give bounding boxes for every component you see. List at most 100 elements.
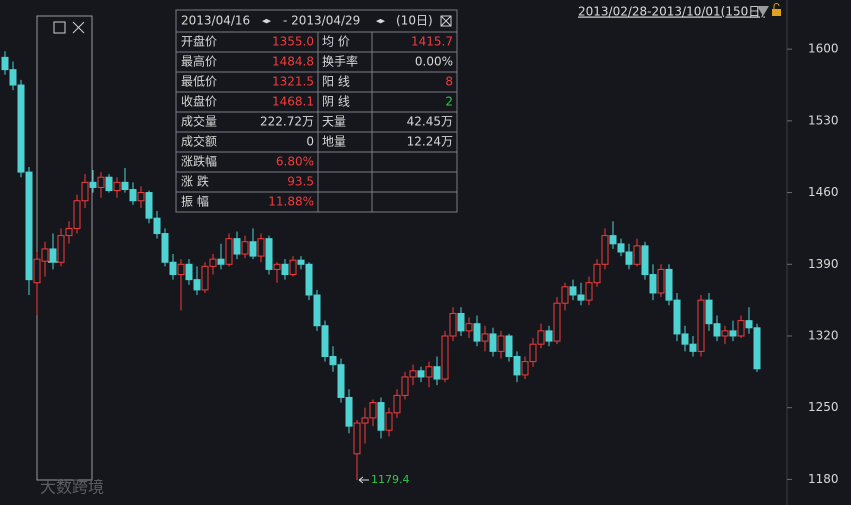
panel-bg xyxy=(175,9,458,213)
candle-body xyxy=(489,333,497,352)
candle-body xyxy=(537,330,545,345)
candle-body xyxy=(97,176,105,188)
candle-body xyxy=(673,299,681,335)
panel-label: 涨 跌 xyxy=(181,174,209,189)
candle-body xyxy=(753,327,761,370)
panel-value: 222.72万 xyxy=(260,115,314,129)
candle-body xyxy=(201,265,209,291)
panel-value: 8 xyxy=(445,75,453,89)
candle-body xyxy=(297,259,305,265)
candle-body xyxy=(377,402,385,431)
candle-body xyxy=(281,263,289,276)
candle-body xyxy=(185,263,193,281)
panel-label: 阳 线 xyxy=(322,75,350,89)
candle-body xyxy=(121,181,129,191)
panel-start: 2013/04/16 xyxy=(181,14,250,28)
dropdown-icon[interactable] xyxy=(757,6,769,16)
panel-value: 11.88% xyxy=(268,195,314,209)
range-label[interactable]: 2013/02/28-2013/10/01(150日) xyxy=(578,5,765,19)
candle-body xyxy=(65,227,73,237)
panel-label: 开盘价 xyxy=(181,34,217,49)
candle-body xyxy=(89,181,97,188)
candle-body xyxy=(665,268,673,301)
lock-shackle xyxy=(773,3,780,9)
candle-body xyxy=(609,235,617,245)
candle-body xyxy=(497,335,505,352)
candle-body xyxy=(265,238,273,270)
candle-body xyxy=(409,370,417,378)
candle-body xyxy=(641,245,649,276)
y-tick-label: 1180 xyxy=(808,472,839,486)
candle-body xyxy=(433,366,441,380)
candle-body xyxy=(593,263,601,284)
candle-body xyxy=(25,171,33,281)
panel-label: 换手率 xyxy=(322,54,358,69)
candle-body xyxy=(313,294,321,327)
candle-body xyxy=(545,330,553,342)
candle-body xyxy=(361,417,369,424)
candle-body xyxy=(209,258,217,267)
candle-body xyxy=(321,325,329,357)
candle-body xyxy=(569,286,577,296)
selection-box xyxy=(36,15,93,481)
panel-label: 地量 xyxy=(322,135,346,149)
candle-body xyxy=(137,192,145,202)
watermark: 大数跨境 xyxy=(40,478,104,497)
panel-value: 1484.8 xyxy=(272,55,314,69)
candle-body xyxy=(513,355,521,376)
candle-body xyxy=(145,192,153,219)
panel-value: 1468.1 xyxy=(272,95,314,109)
candle-body xyxy=(273,263,281,270)
candle-body xyxy=(385,412,393,431)
candle-body xyxy=(161,233,169,263)
candle-body xyxy=(729,330,737,337)
lock-icon[interactable] xyxy=(772,9,781,16)
panel-arrows: ◂▸ xyxy=(262,17,272,27)
candle-body xyxy=(233,238,241,255)
candle-body xyxy=(305,263,313,296)
candle-body xyxy=(81,181,89,202)
candle-body xyxy=(241,241,249,255)
panel-value: 12.24万 xyxy=(407,135,453,149)
panel-value: 0.00% xyxy=(415,55,453,69)
panel-value: 93.5 xyxy=(287,175,314,189)
y-tick-label: 1320 xyxy=(808,328,839,342)
candle-body xyxy=(585,282,593,301)
candle-body xyxy=(49,248,57,263)
candle-body xyxy=(249,241,257,257)
panel-arrows: ◂▸ xyxy=(376,17,386,27)
candle-body xyxy=(457,312,465,332)
y-tick-label: 1460 xyxy=(808,185,839,199)
candle-body xyxy=(449,312,457,337)
candle-body xyxy=(289,259,297,276)
panel-value: 1321.5 xyxy=(272,75,314,89)
y-tick-label: 1250 xyxy=(808,400,839,414)
panel-close[interactable] xyxy=(440,15,452,27)
candle-body xyxy=(689,343,697,352)
candle-body xyxy=(41,248,49,262)
candle-body xyxy=(33,258,41,284)
candle-body xyxy=(425,366,433,378)
panel-label: 最高价 xyxy=(181,54,217,69)
candle-body xyxy=(329,355,337,366)
candle-body xyxy=(529,343,537,363)
maximize-icon[interactable] xyxy=(53,21,66,34)
candle-body xyxy=(657,268,665,294)
candle-body xyxy=(177,263,185,276)
low-arrow xyxy=(358,476,369,484)
candle-body xyxy=(521,361,529,376)
candle-body xyxy=(353,422,361,455)
candle-body xyxy=(721,330,729,337)
candle-body xyxy=(441,335,449,380)
candle-body xyxy=(417,370,425,378)
candle-body xyxy=(217,258,225,265)
candle-body xyxy=(401,376,409,396)
candle-body xyxy=(369,402,377,419)
close-icon[interactable] xyxy=(72,21,85,34)
candle-body xyxy=(193,279,201,291)
candle-body xyxy=(553,302,561,342)
candle-body xyxy=(633,245,641,265)
panel-days: (10日) xyxy=(396,14,433,28)
candle-body xyxy=(465,323,473,332)
panel-label: 天量 xyxy=(322,115,346,129)
